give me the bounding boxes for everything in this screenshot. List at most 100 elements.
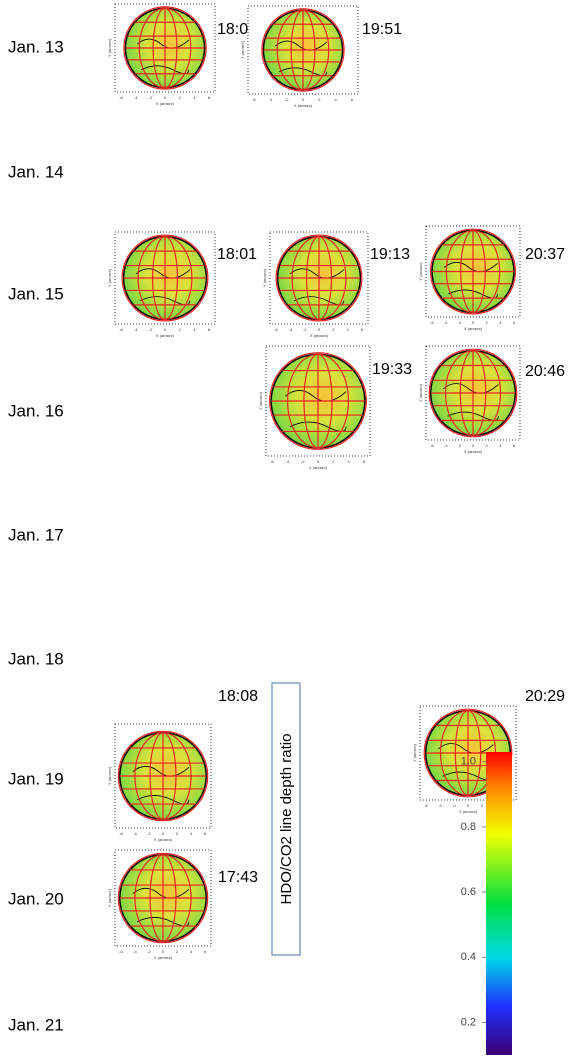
map-x-tick-label: -2 (458, 320, 462, 325)
map-x-tick-label: 4 (335, 97, 338, 102)
map-x-tick-label: 0 (467, 803, 470, 808)
contour (438, 743, 494, 754)
contour (136, 917, 190, 927)
date-label: Jan. 20 (8, 889, 64, 908)
map-y-label: Y (arcsec) (258, 391, 263, 410)
map-x-tick-label: 0 (302, 97, 305, 102)
time-label: 20:46 (525, 363, 565, 380)
map-x-tick-label: -2 (452, 803, 456, 808)
map-x-tick-label: -4 (269, 97, 273, 102)
map-x-tick-label: -2 (147, 831, 151, 836)
time-label: 20:29 (525, 688, 565, 705)
contour (139, 296, 191, 306)
map-x-tick-label: 6 (208, 95, 211, 100)
map-y-label: Y (arcsec) (418, 383, 423, 402)
map-x-label: X (arcsec) (156, 101, 175, 106)
map-x-tick-label: 0 (472, 443, 475, 448)
map-y-label: Y (arcsec) (107, 268, 112, 287)
map-x-tick-label: -6 (424, 803, 428, 808)
contour (443, 383, 499, 394)
map-x-tick-label: 4 (347, 327, 350, 332)
map-y-label: Y (arcsec) (412, 743, 417, 762)
map-y-label: Y (arcsec) (418, 262, 423, 281)
date-label: Jan. 17 (8, 525, 64, 544)
contour (447, 411, 499, 421)
map-x-tick-label: 0 (317, 459, 320, 464)
map-x-tick-label: 0 (472, 320, 475, 325)
map-x-tick-label: 6 (208, 327, 211, 332)
venus-map: -6 -4 -2 0 2 4 6 X (arcsec) Y (arcsec) (262, 231, 369, 338)
map-x-tick-label: 0 (318, 327, 321, 332)
date-label: Jan. 15 (8, 284, 64, 303)
venus-map: -6 -4 -2 0 2 4 6 X (arcsec) Y (arcsec) (107, 849, 212, 960)
map-x-label: X (arcsec) (459, 809, 478, 814)
limb (275, 234, 363, 322)
map-x-tick-label: -2 (303, 327, 307, 332)
contour (136, 795, 190, 805)
map-x-tick-label: 6 (363, 459, 366, 464)
map-x-label: X (arcsec) (154, 837, 173, 842)
map-x-label: X (arcsec) (310, 333, 329, 338)
colorbar-tick-label: 0.2 (461, 1016, 476, 1028)
limb (123, 6, 207, 90)
map-x-tick-label: 4 (193, 327, 196, 332)
map-x-tick-label: 2 (179, 327, 182, 332)
map-x-label: X (arcsec) (464, 326, 483, 331)
map-x-tick-label: 4 (193, 95, 196, 100)
colorbar-tick-label: 0.6 (461, 886, 476, 898)
map-x-tick-label: -2 (147, 949, 151, 954)
contour (444, 261, 498, 273)
contour (135, 268, 191, 279)
colorbar-tick-label: 1.0 (461, 756, 476, 768)
map-x-tick-label: -6 (119, 949, 123, 954)
time-label: 19:13 (370, 246, 410, 263)
map-x-label: X (arcsec) (154, 955, 173, 960)
map-x-label: X (arcsec) (156, 333, 175, 338)
map-x-tick-label: 0 (164, 327, 167, 332)
map-x-tick-label: -6 (270, 459, 274, 464)
limb (117, 730, 209, 822)
map-x-tick-label: -4 (438, 803, 442, 808)
map-x-tick-label: 0 (162, 831, 165, 836)
map-x-label: X (arcsec) (294, 103, 313, 108)
map-x-tick-label: -6 (119, 95, 123, 100)
map-x-tick-label: 4 (499, 320, 502, 325)
date-label: Jan. 14 (8, 162, 64, 181)
map-x-tick-label: 6 (361, 327, 364, 332)
time-label: 19:33 (372, 361, 412, 378)
map-x-tick-label: -4 (289, 327, 293, 332)
limb (428, 348, 518, 438)
venus-map: -6 -4 -2 0 2 4 6 X (arcsec) Y (arcsec) (240, 5, 359, 108)
map-x-label: X (arcsec) (464, 449, 483, 454)
map-x-tick-label: -6 (119, 327, 123, 332)
venus-map: -6 -4 -2 0 2 4 6 X (arcsec) Y (arcsec) (107, 231, 216, 338)
map-y-label: Y (arcsec) (262, 268, 267, 287)
limb (261, 8, 345, 92)
map-x-tick-label: 4 (499, 443, 502, 448)
map-y-label: Y (arcsec) (107, 888, 112, 907)
venus-map: -6 -4 -2 0 2 4 6 X (arcsec) Y (arcsec) (418, 345, 521, 454)
colorbar-tick-label: 0.8 (461, 821, 476, 833)
map-x-tick-label: 2 (318, 97, 321, 102)
time-label: 18:05 (217, 21, 257, 38)
map-y-label: Y (arcsec) (240, 40, 245, 59)
map-x-tick-label: 0 (164, 95, 167, 100)
limb (269, 352, 367, 450)
map-x-tick-label: 4 (190, 831, 193, 836)
map-x-tick-label: -4 (134, 327, 138, 332)
map-x-tick-label: 2 (179, 95, 182, 100)
time-label: 19:51 (362, 21, 402, 38)
map-x-tick-label: -4 (133, 949, 137, 954)
colorbar (486, 752, 512, 1055)
venus-map: -6 -4 -2 0 2 4 6 X (arcsec) Y (arcsec) (418, 225, 521, 331)
map-x-tick-label: -4 (286, 459, 290, 464)
map-x-tick-label: 6 (204, 831, 207, 836)
time-label: 17:43 (218, 869, 258, 886)
map-x-tick-label: 4 (190, 949, 193, 954)
colorbar-tick-label: 0.4 (461, 951, 476, 963)
time-label: 20:37 (525, 246, 565, 263)
venus-map: -6 -4 -2 0 2 4 6 X (arcsec) Y (arcsec) (107, 723, 212, 842)
contour (293, 296, 345, 306)
map-y-label: Y (arcsec) (107, 38, 112, 57)
